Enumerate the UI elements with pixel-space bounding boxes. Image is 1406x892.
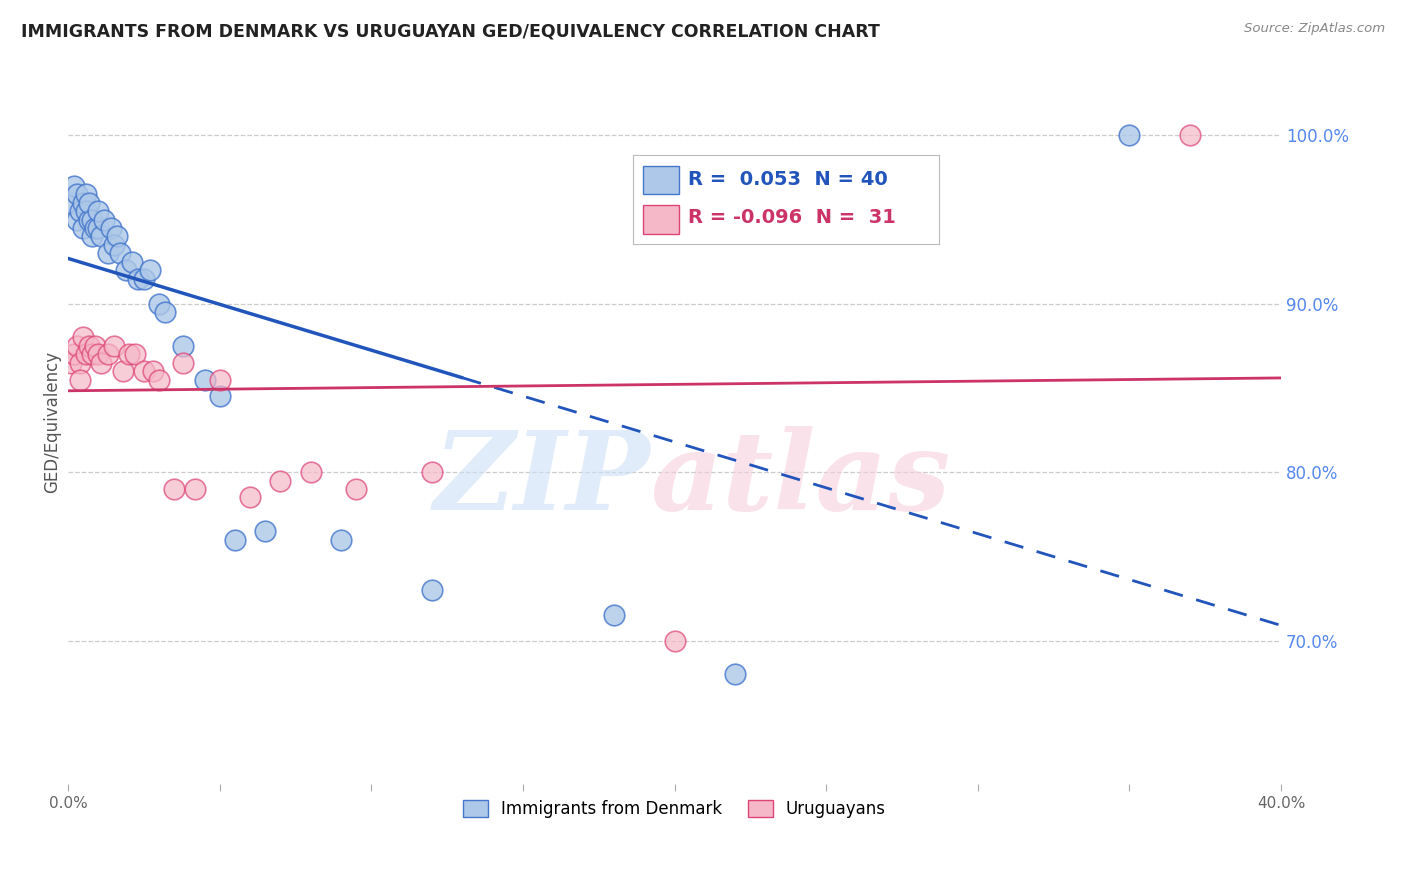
Point	[124, 347, 146, 361]
Point	[66, 339, 89, 353]
Point	[153, 305, 176, 319]
Point	[96, 246, 118, 260]
Point	[132, 271, 155, 285]
Point	[75, 204, 97, 219]
Point	[96, 347, 118, 361]
Point	[87, 347, 110, 361]
Point	[72, 221, 94, 235]
Text: atlas: atlas	[650, 425, 950, 533]
Point	[72, 330, 94, 344]
Text: IMMIGRANTS FROM DENMARK VS URUGUAYAN GED/EQUIVALENCY CORRELATION CHART: IMMIGRANTS FROM DENMARK VS URUGUAYAN GED…	[21, 22, 880, 40]
Point	[239, 491, 262, 505]
Text: R = -0.096  N =  31: R = -0.096 N = 31	[689, 208, 896, 227]
Point	[82, 347, 104, 361]
Point	[69, 356, 91, 370]
Point	[208, 389, 231, 403]
Point	[79, 212, 101, 227]
Point	[111, 364, 134, 378]
Point	[344, 482, 367, 496]
Point	[148, 297, 170, 311]
Point	[75, 187, 97, 202]
Point	[208, 373, 231, 387]
Point	[224, 533, 246, 547]
Point	[100, 221, 122, 235]
Text: ZIP: ZIP	[433, 425, 650, 533]
Point	[63, 178, 86, 193]
Point	[66, 187, 89, 202]
Point	[90, 229, 112, 244]
Point	[172, 339, 194, 353]
Point	[139, 263, 162, 277]
Point	[60, 195, 83, 210]
Point	[420, 583, 443, 598]
Point	[163, 482, 186, 496]
Point	[103, 237, 125, 252]
Point	[1118, 128, 1140, 143]
Point	[103, 339, 125, 353]
Point	[1178, 128, 1201, 143]
Point	[79, 195, 101, 210]
Point	[254, 524, 277, 538]
Point	[105, 229, 128, 244]
Point	[69, 373, 91, 387]
Point	[142, 364, 165, 378]
Point	[118, 347, 141, 361]
Text: R =  0.053  N = 40: R = 0.053 N = 40	[689, 170, 889, 189]
Point	[84, 221, 107, 235]
Point	[108, 246, 131, 260]
Point	[75, 347, 97, 361]
Point	[87, 204, 110, 219]
Point	[664, 633, 686, 648]
Point	[299, 465, 322, 479]
Point	[82, 212, 104, 227]
Point	[172, 356, 194, 370]
Point	[127, 271, 149, 285]
Point	[148, 373, 170, 387]
Point	[724, 667, 747, 681]
Y-axis label: GED/Equivalency: GED/Equivalency	[44, 351, 60, 492]
Point	[79, 339, 101, 353]
Point	[63, 347, 86, 361]
Point	[66, 212, 89, 227]
Point	[72, 195, 94, 210]
Point	[93, 212, 115, 227]
Point	[193, 373, 215, 387]
Point	[82, 229, 104, 244]
Point	[60, 356, 83, 370]
Point	[269, 474, 291, 488]
Point	[603, 608, 626, 623]
Point	[420, 465, 443, 479]
Point	[132, 364, 155, 378]
Point	[69, 204, 91, 219]
Point	[121, 254, 143, 268]
Point	[330, 533, 353, 547]
Point	[87, 221, 110, 235]
Point	[184, 482, 207, 496]
Point	[84, 339, 107, 353]
Point	[90, 356, 112, 370]
Bar	[643, 166, 679, 194]
Legend: Immigrants from Denmark, Uruguayans: Immigrants from Denmark, Uruguayans	[454, 791, 894, 826]
Bar	[643, 205, 679, 234]
Text: Source: ZipAtlas.com: Source: ZipAtlas.com	[1244, 22, 1385, 36]
Point	[114, 263, 136, 277]
